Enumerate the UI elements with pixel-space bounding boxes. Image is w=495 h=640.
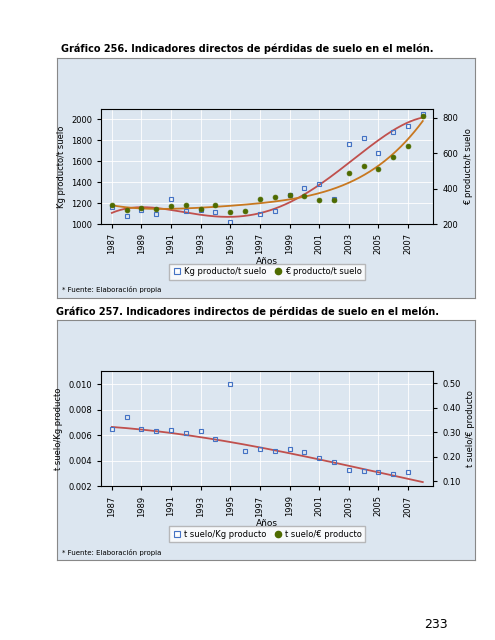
Legend: Kg producto/t suelo, € producto/t suelo: Kg producto/t suelo, € producto/t suelo — [169, 264, 365, 280]
Y-axis label: Kg producto/t suelo: Kg producto/t suelo — [57, 125, 66, 207]
Text: Gráfico 257. Indicadores indirectos de pérdidas de suelo en el melón.: Gráfico 257. Indicadores indirectos de p… — [56, 307, 439, 317]
Text: * Fuente: Elaboración propia: * Fuente: Elaboración propia — [62, 287, 161, 294]
Text: 233: 233 — [424, 618, 447, 632]
Legend: t suelo/Kg producto, t suelo/€ producto: t suelo/Kg producto, t suelo/€ producto — [169, 527, 365, 542]
X-axis label: Años: Años — [256, 257, 278, 266]
Y-axis label: t suelo/€ producto: t suelo/€ producto — [466, 390, 475, 467]
Y-axis label: t suelo/Kg producto: t suelo/Kg producto — [54, 388, 63, 470]
Y-axis label: € producto/t suelo: € producto/t suelo — [464, 128, 473, 205]
Text: * Fuente: Elaboración propia: * Fuente: Elaboración propia — [62, 549, 161, 556]
X-axis label: Años: Años — [256, 520, 278, 529]
Text: Gráfico 256. Indicadores directos de pérdidas de suelo en el melón.: Gráfico 256. Indicadores directos de pér… — [61, 44, 434, 54]
